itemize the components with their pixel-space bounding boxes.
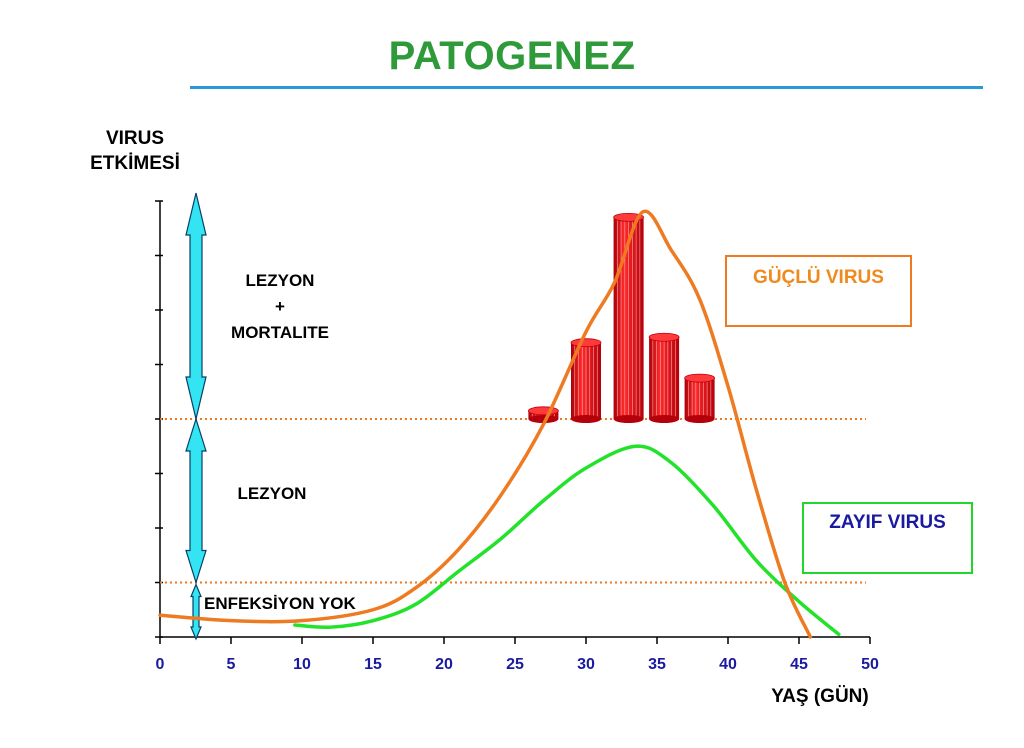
y-axis-label: VIRUS ETKİMESİ xyxy=(80,126,190,176)
mortality-bar xyxy=(528,406,559,423)
page-title: PATOGENEZ xyxy=(388,34,636,78)
mortality-bar-base xyxy=(684,415,715,423)
y-axis-label-line-2: ETKİMESİ xyxy=(90,153,180,174)
mortality-bar-top xyxy=(684,373,715,383)
legend-weak-virus: ZAYIF VIRUS xyxy=(802,502,973,574)
series-line-strong-virus xyxy=(158,209,813,639)
x-tick-label: 10 xyxy=(293,656,311,673)
mortality-bar-base xyxy=(571,415,601,423)
mortality-bar xyxy=(648,332,680,423)
series-lines xyxy=(158,209,841,639)
zone-label-lesion-mortality: LEZYON + MORTALITE xyxy=(200,268,360,346)
title-underline xyxy=(190,86,983,89)
mortality-bar-top xyxy=(648,332,680,342)
zone-label-lesion: LEZYON xyxy=(237,484,307,503)
x-tick-label: 20 xyxy=(435,656,453,673)
x-tick-label: 5 xyxy=(227,656,236,673)
zone-arrow-bottom xyxy=(190,582,202,641)
x-tick-label: 45 xyxy=(790,656,808,673)
series-line-weak-virus xyxy=(293,444,841,637)
mortality-bar-base xyxy=(613,415,644,423)
legend-strong-virus: GÜÇLÜ VIRUS xyxy=(725,255,912,327)
x-tick-label: 30 xyxy=(577,656,595,673)
mortality-bar-top xyxy=(570,338,602,348)
zone-arrow-middle xyxy=(185,416,207,585)
zone-label-no-infection: ENFEKSİYON YOK xyxy=(204,594,356,613)
axes xyxy=(155,200,871,644)
x-tick-label: 40 xyxy=(719,656,737,673)
x-tick-label: 50 xyxy=(861,656,879,673)
mortality-bars xyxy=(528,212,715,423)
x-axis-label: YAŞ (GÜN) xyxy=(771,686,869,707)
legend-weak-virus-label: ZAYIF VIRUS xyxy=(829,512,946,533)
legend-strong-virus-label: GÜÇLÜ VIRUS xyxy=(753,267,884,288)
mortality-bar xyxy=(684,373,715,423)
zone-arrows xyxy=(185,192,207,641)
mortality-bar-top xyxy=(528,406,559,416)
x-tick-label: 35 xyxy=(648,656,666,673)
x-tick-labels: 0 5 10 15 20 25 30 35 40 45 50 xyxy=(156,656,879,673)
zone-top-line-1: LEZYON xyxy=(245,271,315,290)
mortality-bar-base xyxy=(649,415,680,423)
mortality-bar xyxy=(613,212,644,423)
x-tick-label: 0 xyxy=(156,656,165,673)
y-axis-label-line-1: VIRUS xyxy=(105,128,165,149)
x-tick-label: 15 xyxy=(364,656,382,673)
zone-top-line-2: + xyxy=(275,297,285,316)
mortality-bar-base xyxy=(528,415,559,423)
x-tick-label: 25 xyxy=(506,656,524,673)
zone-top-line-3: MORTALITE xyxy=(231,323,329,342)
